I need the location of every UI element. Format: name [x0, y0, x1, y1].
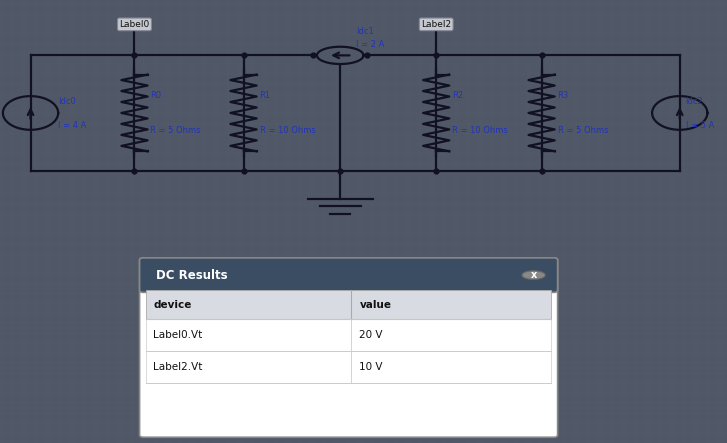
- Text: R2: R2: [452, 91, 463, 100]
- Text: R = 5 Ohms: R = 5 Ohms: [150, 126, 201, 135]
- Bar: [146, 351, 551, 383]
- Text: value: value: [359, 299, 391, 310]
- Text: I = 2 A: I = 2 A: [356, 40, 385, 49]
- Text: R = 5 Ohms: R = 5 Ohms: [558, 126, 608, 135]
- Text: 20 V: 20 V: [359, 330, 383, 340]
- Text: R = 10 Ohms: R = 10 Ohms: [260, 126, 316, 135]
- Text: Idc2: Idc2: [686, 97, 703, 106]
- Text: R3: R3: [558, 91, 569, 100]
- Text: I = 4 A: I = 4 A: [58, 121, 87, 130]
- Polygon shape: [522, 271, 545, 280]
- Text: Idc1: Idc1: [356, 27, 374, 35]
- Text: R = 10 Ohms: R = 10 Ohms: [452, 126, 508, 135]
- Text: x: x: [531, 270, 537, 280]
- Text: 10 V: 10 V: [359, 362, 383, 372]
- Text: Label2.Vt: Label2.Vt: [153, 362, 203, 372]
- FancyBboxPatch shape: [140, 258, 558, 292]
- Text: Idc0: Idc0: [58, 97, 76, 106]
- Text: R0: R0: [150, 91, 161, 100]
- Text: Label0: Label0: [119, 20, 150, 29]
- Bar: [146, 290, 551, 319]
- Text: I = 5 A: I = 5 A: [686, 121, 714, 130]
- Text: device: device: [153, 299, 192, 310]
- Polygon shape: [317, 47, 364, 64]
- Bar: [147, 278, 550, 290]
- FancyBboxPatch shape: [140, 258, 558, 437]
- Text: R1: R1: [260, 91, 270, 100]
- Text: Label0.Vt: Label0.Vt: [153, 330, 203, 340]
- Text: Label2: Label2: [421, 20, 451, 29]
- Bar: [146, 319, 551, 351]
- Text: DC Results: DC Results: [156, 268, 228, 282]
